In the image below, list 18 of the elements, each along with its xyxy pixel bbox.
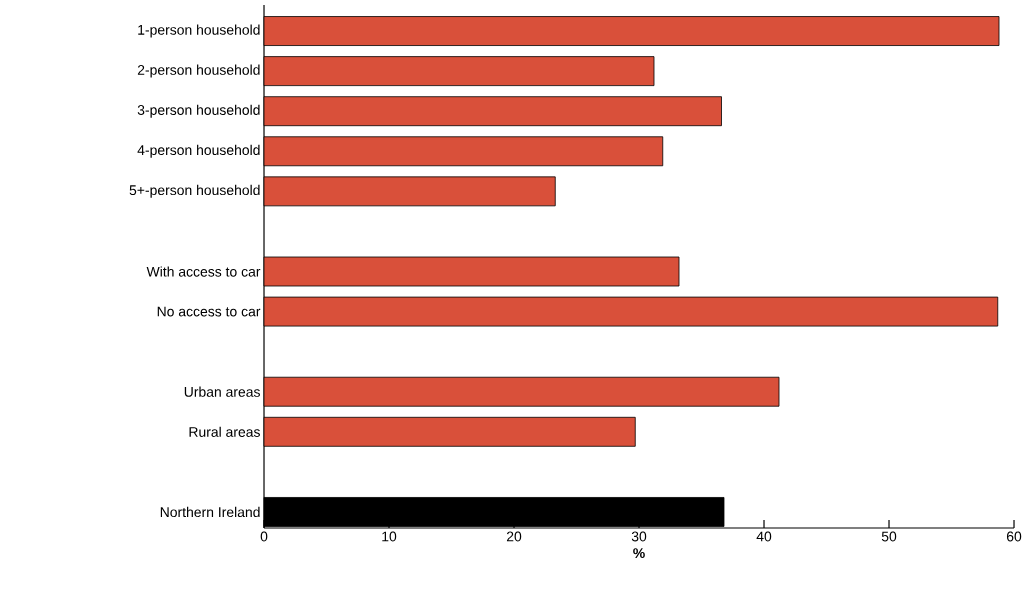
y-tick-label: 2-person household bbox=[137, 64, 260, 78]
y-tick-label: Urban areas bbox=[184, 386, 260, 397]
x-tick-label: 60 bbox=[1006, 531, 1022, 542]
y-tick-label: 5+-person household bbox=[129, 184, 260, 198]
x-axis-title: % bbox=[633, 548, 645, 559]
x-tick-label: 30 bbox=[631, 531, 647, 542]
y-tick-label: No access to car bbox=[157, 306, 261, 317]
y-tick-label: 1-person household bbox=[138, 24, 260, 38]
x-tick-label: 0 bbox=[260, 531, 268, 542]
y-tick-label: Northern Ireland bbox=[160, 506, 260, 518]
x-tick-label: 10 bbox=[382, 531, 397, 542]
y-tick-label: 3-person household bbox=[137, 104, 260, 118]
x-tick-label: 50 bbox=[881, 531, 897, 542]
y-tick-label: With access to car bbox=[146, 266, 261, 277]
x-tick-label: 20 bbox=[506, 531, 522, 542]
x-tick-label: 40 bbox=[756, 531, 772, 542]
y-tick-label: 4-person household bbox=[137, 144, 260, 158]
y-tick-label: Rural areas bbox=[189, 426, 260, 437]
